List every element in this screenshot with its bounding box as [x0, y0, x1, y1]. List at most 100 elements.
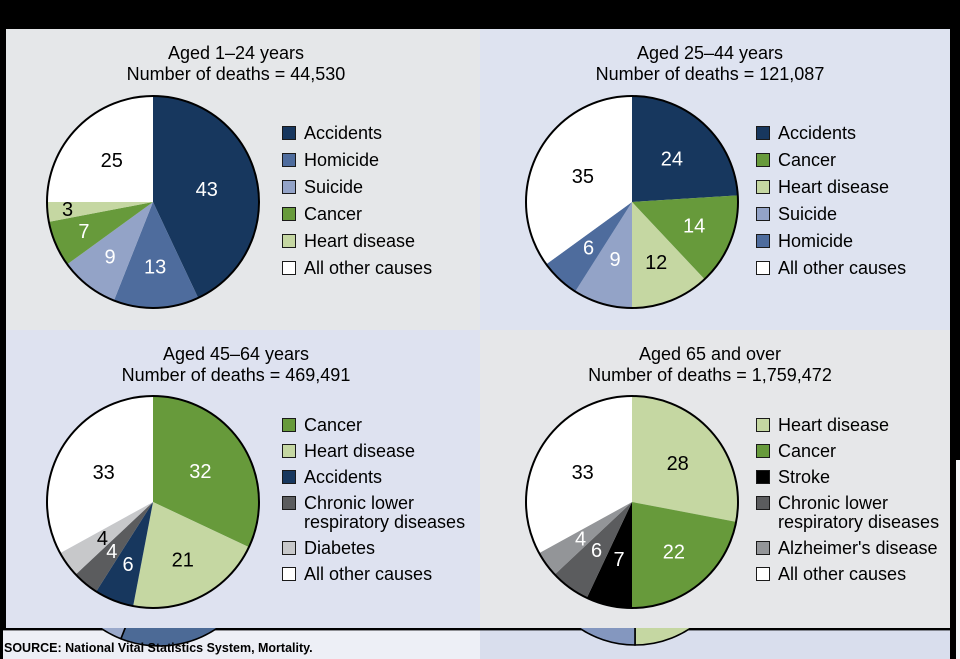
chart-title-line: Aged 45–64 years	[162, 344, 310, 364]
legend-item: All other causes	[282, 565, 476, 584]
legend-swatch	[282, 418, 296, 432]
pie-slice-cancer	[153, 396, 259, 548]
chart-title: Aged 25–44 years Number of deaths = 121,…	[480, 43, 940, 85]
legend-item: Chronic lower respiratory diseases	[282, 494, 476, 532]
legend-swatch	[756, 444, 770, 458]
pie-value-label: 24	[661, 149, 683, 171]
pie-slice-cancer	[48, 202, 153, 265]
pie-slice-all-other-causes	[47, 96, 153, 202]
pie-value-label: 35	[572, 166, 594, 188]
pie-outline	[46, 395, 260, 609]
legend-swatch	[282, 496, 296, 510]
chart-title: Aged 45–64 years Number of deaths = 469,…	[6, 344, 466, 386]
pie-value-label: 43	[196, 179, 218, 201]
chart-title-line: Aged 1–24 years	[167, 43, 305, 63]
legend-swatch	[282, 444, 296, 458]
strip-right-rail	[950, 628, 956, 659]
legend-item: All other causes	[756, 259, 906, 278]
strip-bg-left	[0, 628, 480, 659]
pie-panel-aged-65-over: Aged 65 and over Number of deaths = 1,75…	[480, 330, 950, 628]
legend-item: Cancer	[756, 151, 906, 170]
legend-item: Heart disease	[756, 416, 950, 435]
page-margin-sliver	[956, 460, 960, 628]
legend-item: Heart disease	[756, 178, 906, 197]
chart-title: Aged 1–24 years Number of deaths = 44,53…	[6, 43, 466, 85]
legend-item: All other causes	[756, 565, 950, 584]
legend-swatch	[756, 180, 770, 194]
pie-slice-suicide	[67, 202, 153, 301]
legend-swatch	[282, 234, 296, 248]
pie-value-label: 3	[62, 199, 73, 221]
legend-swatch	[756, 567, 770, 581]
pie-value-label: 6	[591, 540, 602, 562]
pie-slice-diabetes	[60, 502, 153, 575]
pie-slice-homicide	[546, 202, 632, 292]
legend-item: Homicide	[756, 232, 906, 251]
legend-item: Cancer	[282, 416, 476, 435]
legend-swatch	[756, 470, 770, 484]
panel-bottom-border	[0, 628, 951, 631]
legend-swatch	[756, 234, 770, 248]
legend-label: Cancer	[304, 415, 363, 435]
pie-value-label: 13	[144, 257, 166, 279]
legend-item: Cancer	[756, 442, 950, 461]
legend-swatch	[282, 180, 296, 194]
legend-swatch	[282, 126, 296, 140]
pie-value-label: 28	[667, 453, 689, 475]
pie-value-label: 32	[189, 461, 211, 483]
pie-slice-stroke	[586, 502, 632, 608]
chart-subtitle-line: Number of deaths = 121,087	[595, 64, 825, 84]
pie-slice-all-other-causes	[525, 96, 632, 265]
legend-label: All other causes	[778, 564, 907, 584]
pie-slice-alzheimer-s-disease	[539, 502, 632, 575]
pie-value-label: 33	[572, 462, 594, 484]
legend-label: Cancer	[778, 150, 837, 170]
pie-slice-heart-disease	[47, 202, 153, 222]
chart-subtitle-line: Number of deaths = 1,759,472	[588, 365, 832, 385]
pie-value-label: 25	[101, 150, 123, 172]
legend-swatch	[756, 418, 770, 432]
strip-bg-right	[480, 628, 951, 659]
pie-slice-all-other-causes	[525, 396, 632, 554]
legend-swatch	[282, 541, 296, 555]
pie-value-label: 9	[105, 246, 116, 268]
legend-swatch	[756, 261, 770, 275]
top-crop-bar	[0, 0, 960, 29]
legend-label: Heart disease	[778, 177, 890, 197]
legend-item: Stroke	[756, 468, 950, 487]
legend-swatch	[756, 207, 770, 221]
legend-item: Suicide	[282, 178, 432, 197]
pie-outline	[46, 95, 260, 309]
legend-label: Alzheimer's disease	[778, 538, 938, 558]
pie-chart: 43 13 973 25	[46, 95, 260, 309]
legend-swatch	[756, 541, 770, 555]
chart-legend: Heart disease Cancer Stroke Chronic lower r…	[756, 416, 950, 591]
chart-title-line: Aged 65 and over	[638, 344, 782, 364]
legend-label: Heart disease	[778, 415, 890, 435]
pie-slice-suicide	[575, 202, 632, 308]
pie-slice-heart-disease	[632, 396, 738, 522]
legend-item: Diabetes	[282, 539, 476, 558]
legend-label: Suicide	[778, 204, 838, 224]
legend-swatch	[282, 470, 296, 484]
legend-label: All other causes	[304, 564, 433, 584]
legend-swatch	[282, 567, 296, 581]
legend-label: Heart disease	[304, 441, 416, 461]
pie-slice-heart-disease	[133, 502, 249, 608]
pie-slice-accidents	[153, 96, 259, 298]
pie-slice-homicide	[113, 202, 199, 309]
legend-label: Cancer	[304, 204, 363, 224]
legend-swatch	[282, 153, 296, 167]
pie-value-label: 4	[106, 541, 117, 563]
legend-label: Accidents	[304, 123, 383, 143]
pie-chart: 28 22 764 33	[525, 395, 739, 609]
legend-label: Accidents	[304, 467, 383, 487]
legend-item: Alzheimer's disease	[756, 539, 950, 558]
pie-slice-chronic-lower-respiratory-diseases	[554, 502, 632, 598]
pie-value-label: 4	[575, 528, 586, 550]
legend-item: Accidents	[282, 124, 432, 143]
pie-value-label: 6	[583, 237, 594, 259]
legend-label: All other causes	[304, 258, 433, 278]
legend-swatch	[756, 496, 770, 510]
pie-panel-aged-25-44: Aged 25–44 years Number of deaths = 121,…	[480, 29, 950, 330]
